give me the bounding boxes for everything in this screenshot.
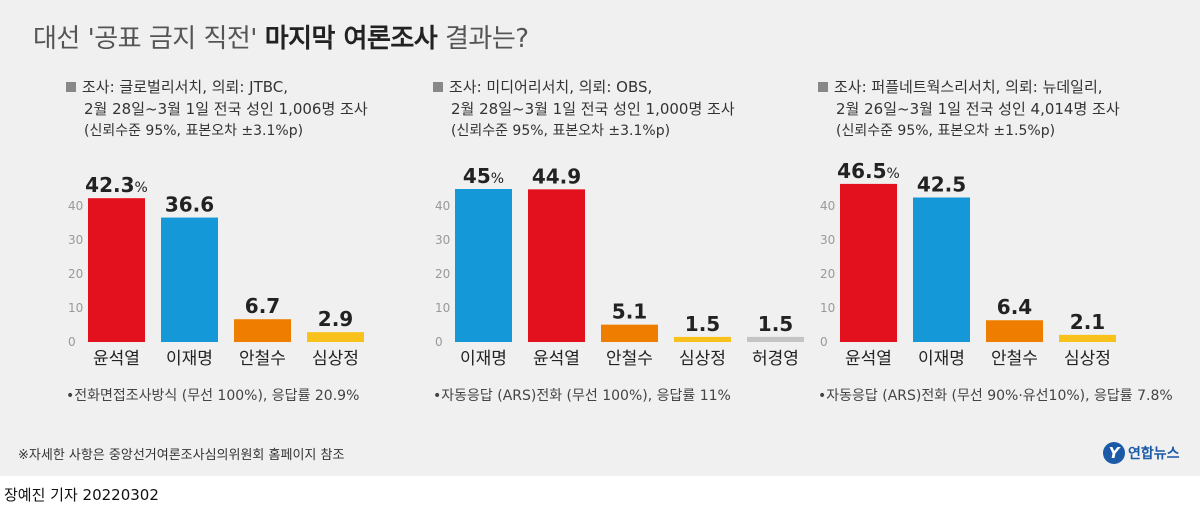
- poll-info-line2: 2월 28일~3월 1일 전국 성인 1,000명 조사: [451, 100, 735, 118]
- x-tick-label: 심상정: [1064, 349, 1111, 369]
- x-tick-label: 안철수: [991, 349, 1038, 369]
- bar-chart: 0 10 20 30 40 42.3% 윤석열 36.6 이재명 6.7 안철수 2.9 심상정: [66, 150, 386, 384]
- y-tick-label: 20: [435, 267, 450, 281]
- poll-info-line2: 2월 26일~3월 1일 전국 성인 4,014명 조사: [836, 100, 1120, 118]
- method-note: •자동응답 (ARS)전화 (무선 100%), 응답률 11%: [433, 388, 731, 404]
- bar: [455, 189, 512, 342]
- infographic-card: 대선 '공표 금지 직전' 마지막 여론조사 결과는? 조사: 글로벌리서치, …: [0, 0, 1200, 476]
- yonhap-logo: Y 연합뉴스: [1103, 440, 1180, 466]
- yonhap-logo-text: 연합뉴스: [1128, 446, 1180, 462]
- data-label: 6.7: [245, 294, 280, 318]
- bar: [1059, 334, 1116, 342]
- y-tick-label: 10: [68, 301, 83, 315]
- y-tick-label: 10: [820, 301, 835, 315]
- bar: [161, 217, 218, 342]
- y-tick-label: 40: [68, 199, 83, 213]
- yonhap-logo-mark-icon: Y: [1103, 442, 1125, 464]
- data-label: 6.4: [997, 295, 1032, 319]
- bar-chart: 0 10 20 30 40 46.5% 윤석열 42.5 이재명 6.4 안철수 2.1 심상정: [818, 150, 1158, 384]
- data-label: 44.9: [532, 164, 581, 188]
- byline: 장예진 기자 20220302: [4, 486, 159, 504]
- data-label: 2.1: [1070, 310, 1105, 334]
- bar-chart: 0 10 20 30 40 45% 이재명 44.9 윤석열 5.1 안철수 1.5 심상정 1.5 허경영: [433, 150, 804, 384]
- y-tick-label: 30: [68, 233, 83, 247]
- y-tick-label: 30: [820, 233, 835, 247]
- method-note: •전화면접조사방식 (무선 100%), 응답률 20.9%: [66, 388, 360, 404]
- percent-sign: %: [887, 166, 900, 182]
- x-tick-label: 심상정: [679, 349, 726, 369]
- bar: [747, 336, 804, 342]
- y-tick-label: 40: [820, 199, 835, 213]
- poll-info-line3: (신뢰수준 95%, 표본오차 ±3.1%p): [451, 123, 671, 139]
- bar: [307, 332, 364, 342]
- data-label: 36.6: [165, 193, 214, 217]
- data-label: 5.1: [612, 300, 647, 324]
- data-label: 42.3%: [85, 173, 148, 197]
- title-prefix: 대선 '공표 금지 직전': [33, 24, 265, 54]
- x-tick-label: 안철수: [239, 349, 286, 369]
- bar: [528, 189, 585, 342]
- y-tick-label: 30: [435, 233, 450, 247]
- y-tick-label: 10: [435, 301, 450, 315]
- data-label: 46.5%: [837, 159, 900, 183]
- poll-info-line1: 조사: 퍼플네트웍스리서치, 의뢰: 뉴데일리,: [834, 78, 1103, 96]
- bar-chart-svg: 0 10 20 30 40 46.5% 윤석열 42.5 이재명 6.4 안철수 2.1 심상정: [820, 159, 1116, 369]
- page-title: 대선 '공표 금지 직전' 마지막 여론조사 결과는?: [33, 18, 529, 55]
- square-bullet-icon: [818, 82, 828, 92]
- bar: [234, 319, 291, 342]
- x-tick-label: 윤석열: [533, 349, 580, 369]
- poll-info-line1: 조사: 미디어리서치, 의뢰: OBS,: [449, 78, 653, 96]
- poll-info-line2: 2월 28일~3월 1일 전국 성인 1,006명 조사: [84, 100, 368, 118]
- y-tick-label: 20: [68, 267, 83, 281]
- poll-info: 조사: 퍼플네트웍스리서치, 의뢰: 뉴데일리, 2월 26일~3월 1일 전국…: [818, 76, 1178, 142]
- poll-info: 조사: 글로벌리서치, 의뢰: JTBC, 2월 28일~3월 1일 전국 성인…: [66, 76, 426, 142]
- bar: [986, 320, 1043, 342]
- x-tick-label: 안철수: [606, 349, 653, 369]
- percent-sign: %: [491, 171, 504, 187]
- bar: [88, 198, 145, 342]
- y-tick-label: 0: [820, 335, 828, 349]
- x-tick-label: 윤석열: [845, 349, 892, 369]
- x-tick-label: 허경영: [752, 349, 799, 369]
- method-note: •자동응답 (ARS)전화 (무선 90%·유선10%), 응답률 7.8%: [818, 388, 1173, 404]
- square-bullet-icon: [66, 82, 76, 92]
- poll-info: 조사: 미디어리서치, 의뢰: OBS, 2월 28일~3월 1일 전국 성인 …: [433, 76, 793, 142]
- bar: [674, 336, 731, 342]
- poll-info-line1: 조사: 글로벌리서치, 의뢰: JTBC,: [82, 78, 289, 96]
- poll-info-line3: (신뢰수준 95%, 표본오차 ±3.1%p): [84, 123, 304, 139]
- y-tick-label: 0: [435, 335, 443, 349]
- data-label: 45%: [463, 164, 504, 188]
- title-suffix: 결과는?: [437, 24, 529, 54]
- y-tick-label: 0: [68, 335, 76, 349]
- y-tick-label: 40: [435, 199, 450, 213]
- data-label: 1.5: [758, 312, 793, 336]
- square-bullet-icon: [433, 82, 443, 92]
- bar: [913, 197, 970, 342]
- bar: [840, 183, 897, 342]
- bar-chart-svg: 0 10 20 30 40 45% 이재명 44.9 윤석열 5.1 안철수 1.5 심상정 1.5 허경영: [435, 164, 804, 369]
- y-tick-label: 20: [820, 267, 835, 281]
- data-label: 1.5: [685, 312, 720, 336]
- bar: [601, 324, 658, 342]
- data-label: 2.9: [318, 307, 353, 331]
- data-label: 42.5: [917, 173, 966, 197]
- title-bold: 마지막 여론조사: [264, 24, 438, 54]
- x-tick-label: 윤석열: [93, 349, 140, 369]
- x-tick-label: 이재명: [166, 349, 213, 369]
- poll-info-line3: (신뢰수준 95%, 표본오차 ±1.5%p): [836, 123, 1056, 139]
- footnote: ※자세한 사항은 중앙선거여론조사심의위원회 홈페이지 참조: [18, 448, 345, 463]
- x-tick-label: 이재명: [918, 349, 965, 369]
- x-tick-label: 이재명: [460, 349, 507, 369]
- x-tick-label: 심상정: [312, 349, 359, 369]
- percent-sign: %: [135, 180, 148, 196]
